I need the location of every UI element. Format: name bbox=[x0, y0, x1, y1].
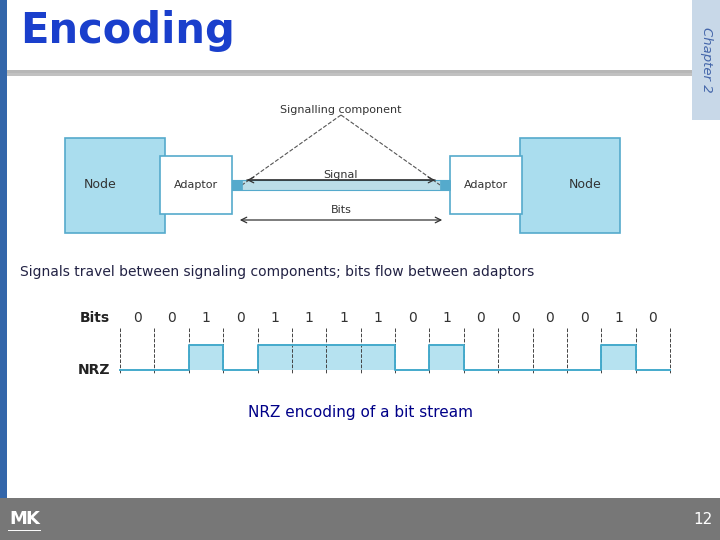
Text: Node: Node bbox=[569, 179, 601, 192]
Text: Bits: Bits bbox=[330, 205, 351, 215]
Text: 1: 1 bbox=[339, 311, 348, 325]
Text: Signals travel between signaling components; bits flow between adaptors: Signals travel between signaling compone… bbox=[20, 265, 534, 279]
Bar bbox=[429, 345, 464, 370]
Bar bbox=[65, 138, 165, 233]
Bar bbox=[692, 0, 720, 120]
Text: Adaptor: Adaptor bbox=[174, 180, 218, 190]
Text: Bits: Bits bbox=[80, 311, 110, 325]
Bar bbox=[292, 345, 326, 370]
Text: 0: 0 bbox=[511, 311, 520, 325]
Bar bbox=[0, 0, 7, 498]
Text: 1: 1 bbox=[614, 311, 623, 325]
Text: Signalling component: Signalling component bbox=[280, 105, 402, 115]
Text: Node: Node bbox=[84, 179, 117, 192]
Text: M: M bbox=[9, 510, 27, 528]
Bar bbox=[232, 180, 450, 190]
Text: NRZ: NRZ bbox=[78, 363, 110, 377]
Text: 0: 0 bbox=[545, 311, 554, 325]
Text: Signal: Signal bbox=[324, 170, 359, 180]
Bar bbox=[601, 345, 636, 370]
Text: 12: 12 bbox=[693, 511, 713, 526]
Text: Encoding: Encoding bbox=[20, 10, 235, 52]
Bar bbox=[7, 70, 692, 76]
Text: 0: 0 bbox=[649, 311, 657, 325]
Bar bbox=[0, 498, 720, 540]
Bar bbox=[326, 345, 361, 370]
Text: Chapter 2: Chapter 2 bbox=[700, 27, 713, 93]
Text: 1: 1 bbox=[374, 311, 382, 325]
Text: NRZ encoding of a bit stream: NRZ encoding of a bit stream bbox=[248, 405, 472, 420]
Text: Adaptor: Adaptor bbox=[464, 180, 508, 190]
Text: 1: 1 bbox=[270, 311, 279, 325]
Bar bbox=[440, 180, 450, 190]
Text: 0: 0 bbox=[580, 311, 588, 325]
Text: 0: 0 bbox=[236, 311, 245, 325]
Text: 1: 1 bbox=[305, 311, 313, 325]
Bar bbox=[7, 73, 692, 76]
Bar bbox=[232, 180, 242, 190]
Bar bbox=[520, 138, 620, 233]
Text: 1: 1 bbox=[202, 311, 210, 325]
Text: 1: 1 bbox=[442, 311, 451, 325]
Bar bbox=[258, 345, 292, 370]
Text: 0: 0 bbox=[167, 311, 176, 325]
Text: 0: 0 bbox=[477, 311, 485, 325]
Bar bbox=[189, 345, 223, 370]
Bar bbox=[160, 156, 232, 214]
Text: K: K bbox=[25, 510, 39, 528]
Text: 0: 0 bbox=[132, 311, 142, 325]
Bar bbox=[361, 345, 395, 370]
Text: 0: 0 bbox=[408, 311, 417, 325]
Bar bbox=[450, 156, 522, 214]
